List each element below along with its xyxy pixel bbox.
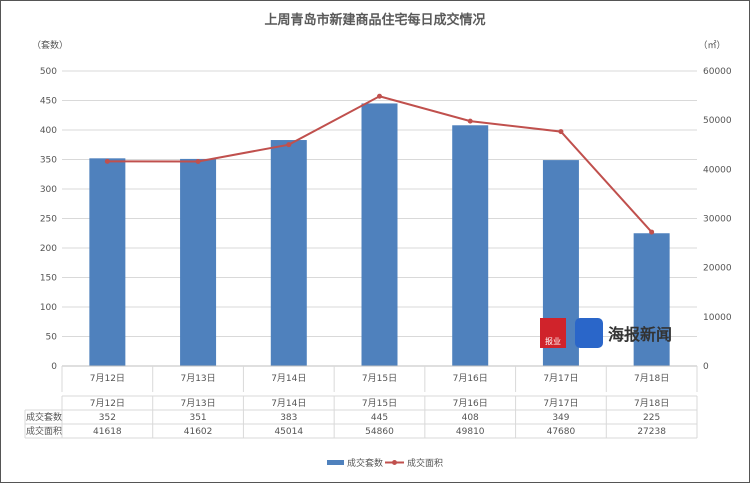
x-tick-label: 7月17日 (543, 373, 578, 384)
left-tick-label: 450 (40, 97, 57, 107)
right-tick-label: 60000 (703, 67, 732, 77)
table-cell-area: 41602 (184, 427, 213, 437)
right-axis-label: （㎡） (698, 40, 725, 51)
x-tick-label: 7月14日 (271, 373, 306, 384)
bar (89, 158, 126, 366)
table-header-cell: 7月16日 (453, 398, 488, 409)
bar (270, 140, 307, 366)
bar (452, 125, 489, 366)
right-tick-label: 10000 (703, 313, 732, 323)
table-cell-count: 408 (462, 413, 479, 423)
table-row-label: 成交面积 (26, 425, 62, 437)
left-tick-label: 300 (40, 185, 57, 195)
table-cell-count: 351 (189, 413, 206, 423)
logo-haibao-icon (575, 318, 603, 348)
right-tick-label: 20000 (703, 264, 732, 274)
table-cell-area: 54860 (365, 427, 394, 437)
table-cell-count: 225 (643, 413, 660, 423)
right-tick-label: 40000 (703, 165, 732, 175)
left-tick-label: 100 (40, 303, 57, 313)
left-tick-label: 150 (40, 274, 57, 284)
left-tick-label: 350 (40, 156, 57, 166)
chart-title: 上周青岛市新建商品住宅每日成交情况 (264, 12, 485, 28)
bar (180, 158, 217, 366)
bar (633, 233, 670, 366)
left-tick-label: 50 (46, 333, 58, 343)
line-point (558, 129, 564, 135)
table-header-cell: 7月15日 (362, 398, 397, 409)
legend-swatch-bar (327, 460, 344, 465)
left-tick-label: 0 (51, 362, 57, 372)
table-cell-area: 27238 (637, 427, 666, 437)
table-cell-area: 47680 (547, 427, 576, 437)
table-cell-count: 383 (280, 413, 297, 423)
table-header-cell: 7月14日 (271, 398, 306, 409)
table-header-cell: 7月12日 (90, 398, 125, 409)
logo-haibao-text: 海报新闻 (608, 325, 672, 344)
line-point (286, 142, 292, 148)
logo-dazhong-text: 报业 (545, 336, 561, 346)
x-tick-label: 7月15日 (362, 373, 397, 384)
table-cell-area: 41618 (93, 427, 122, 437)
table-cell-area: 49810 (456, 427, 485, 437)
legend-marker (392, 460, 397, 465)
line-point (649, 229, 655, 235)
table-cell-count: 349 (552, 413, 569, 423)
left-tick-label: 500 (40, 67, 57, 77)
line-point (377, 93, 382, 99)
x-tick-label: 7月12日 (90, 373, 125, 384)
line-point (467, 118, 473, 124)
x-tick-label: 7月13日 (180, 373, 215, 384)
right-tick-label: 50000 (703, 116, 732, 126)
left-tick-label: 400 (40, 126, 57, 136)
right-tick-label: 0 (703, 362, 709, 372)
x-tick-label: 7月18日 (634, 373, 669, 384)
right-tick-label: 30000 (703, 215, 732, 225)
bar (361, 103, 398, 366)
table-cell-area: 45014 (274, 427, 303, 437)
left-tick-label: 250 (40, 215, 57, 225)
table-header-cell: 7月13日 (180, 398, 215, 409)
table-cell-count: 352 (99, 413, 116, 423)
x-tick-label: 7月16日 (453, 373, 488, 384)
left-axis-label: （套数） (32, 39, 68, 51)
line-point (104, 158, 110, 164)
logo-dazhong (540, 318, 566, 348)
left-tick-label: 200 (40, 244, 57, 254)
legend-label: 成交面积 (407, 457, 443, 469)
table-header-cell: 7月18日 (634, 398, 669, 409)
table-header-cell: 7月17日 (543, 398, 578, 409)
legend-label: 成交套数 (347, 457, 383, 469)
line-point (195, 158, 201, 164)
table-cell-count: 445 (371, 413, 388, 423)
table-row-label: 成交套数 (26, 411, 62, 423)
